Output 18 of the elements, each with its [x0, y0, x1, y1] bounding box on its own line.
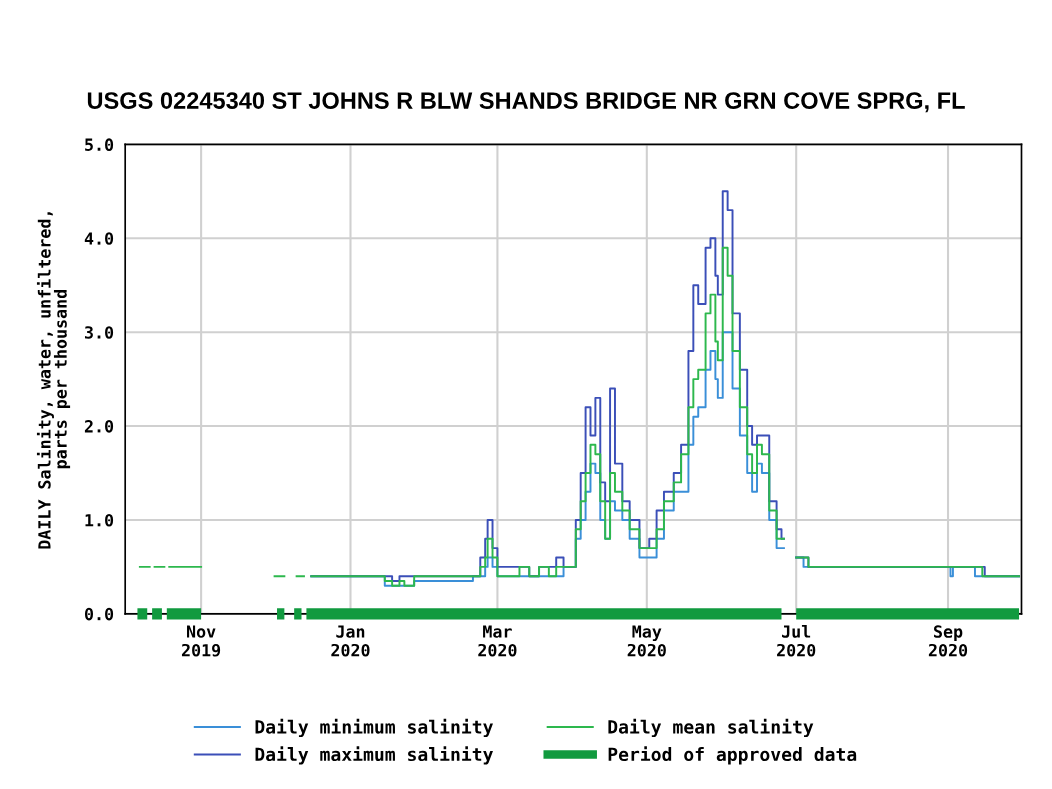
- legend-label: Period of approved data: [608, 746, 857, 765]
- legend-label: Daily mean salinity: [608, 718, 814, 738]
- y-tick-label: 0.0: [84, 607, 114, 621]
- y-axis-title: DAILY Salinity, water, unfiltered, parts per thousand: [36, 212, 71, 549]
- y-tick-label: 1.0: [85, 513, 114, 527]
- x-tick-label: Sep 2020: [928, 625, 968, 657]
- x-tick-label: Jan 2020: [331, 625, 370, 657]
- x-tick-label: Mar 2020: [478, 625, 517, 657]
- y-tick-label: 4.0: [84, 232, 114, 245]
- legend-label: Daily minimum salinity: [255, 718, 493, 738]
- y-tick-label: 3.0: [84, 326, 114, 339]
- legend-label: Daily maximum salinity: [255, 746, 493, 765]
- chart-title: USGS 02245340 ST JOHNS R BLW SHANDS BRIDGE NR GRN COVE SPRG, FL: [87, 92, 965, 113]
- x-tick-label: Nov 2019: [181, 625, 221, 657]
- x-tick-label: May 2020: [627, 625, 666, 657]
- y-tick-label: 5.0: [85, 138, 114, 151]
- y-tick-label: 2.0: [84, 420, 114, 433]
- x-tick-label: Jul 2020: [777, 624, 816, 657]
